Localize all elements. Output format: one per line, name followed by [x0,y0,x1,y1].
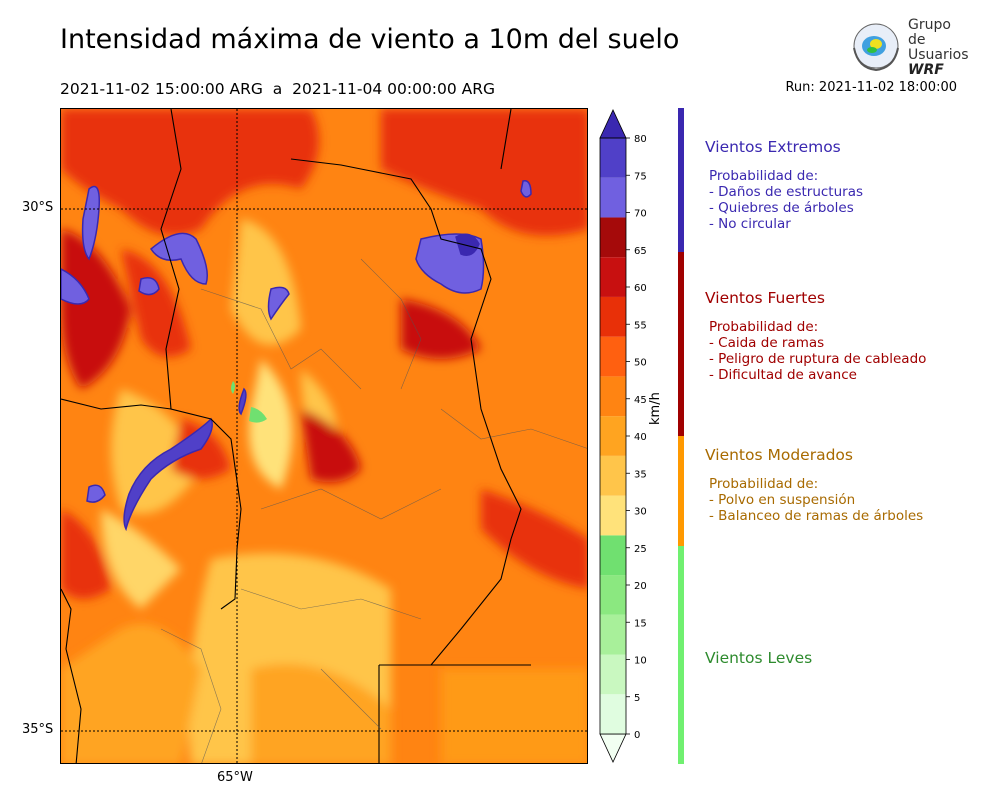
colorbar-tick-label: 50 [634,358,647,369]
colorbar-tick-label: 70 [634,209,647,220]
colorbar-tick-label: 60 [634,283,647,294]
colorbar-min-extension [599,733,627,763]
colorbar-bin [600,376,626,417]
legend-category: Vientos Extremos Probabilidad de: - Daños … [705,138,863,232]
legend-category-description: Probabilidad de: - Caida de ramas - Peligr… [705,319,926,383]
legend-description-line: - Peligro de ruptura de cableado [709,351,927,367]
colorbar-tick-label: 25 [634,544,647,555]
legend-category-description: Probabilidad de: - Polvo en suspensión - B… [705,476,923,524]
colorbar-tick-label: 55 [634,320,647,331]
legend-category-description: Probabilidad de: - Daños de estructuras - … [705,168,863,232]
colorbar-tick-label: 75 [634,171,647,182]
colorbar-bin [600,138,626,178]
lat-label-35s: 35°S [22,722,54,737]
colorbar-bin [600,257,626,297]
colorbar-bin [600,455,626,496]
colorbar-bin [600,694,626,734]
logo-text-line1: Grupo de [908,17,951,48]
colorbar-bin [600,495,626,536]
colorbar-tick-label: 0 [634,730,640,741]
colorbar-tick-label: 10 [634,656,647,667]
legend-description-line: - Balanceo de ramas de árboles [709,508,924,524]
lat-label-30s: 30°S [22,200,54,215]
logo-globe-icon [853,23,899,72]
colorbar-bin [600,614,626,655]
legend-color-bar [678,108,684,252]
legend-category: Vientos Moderados Probabilidad de: - Polvo… [705,446,923,524]
colorbar-tick-label: 80 [634,134,647,145]
colorbar-unit-label: km/h [648,392,663,425]
colorbar-bin [600,416,626,456]
colorbar-tick-label: 45 [634,395,647,406]
lon-label-65w: 65°W [217,770,253,785]
legend-description-line: - Daños de estructuras [709,184,864,200]
legend-description-line: Probabilidad de: [709,476,819,492]
colorbar-max-extension [599,109,627,139]
wind-field-raster [61,109,587,763]
legend-category-title: Vientos Leves [705,649,813,667]
legend-description-line: - Dificultad de avance [709,367,857,383]
legend-description-line: - No circular [709,216,791,232]
legend-category: Vientos Fuertes Probabilidad de: - Caida d… [705,289,926,383]
colorbar-graphic: 0 5 10 15 20 25 30 35 40 45 50 55 60 65 70 75 80 [599,109,647,763]
colorbar-bin [600,535,626,576]
logo-text-wrf: WRF [908,62,944,78]
legend-description-line: Probabilidad de: [709,168,819,184]
colorbar-bin [600,296,626,337]
colorbar-tick-label: 65 [634,246,647,257]
colorbar-tick-label: 30 [634,507,647,518]
colorbar-tick-label: 35 [634,469,647,480]
colorbar-bin [600,654,626,695]
legend-category: Vientos Leves [705,649,812,667]
wind-speed-colorbar: 0 5 10 15 20 25 30 35 40 45 50 55 60 65 70 75 80 [598,108,658,772]
colorbar-tick-label: 40 [634,432,647,443]
legend-description-line: - Caida de ramas [709,335,825,351]
run-timestamp: Run: 2021-11-02 18:00:00 [785,80,957,95]
wind-speed-map [60,108,588,764]
legend-description-line: Probabilidad de: [709,319,819,335]
colorbar-bin [600,575,626,615]
wrf-group-logo: Grupo de Usuarios WRF [848,17,969,78]
forecast-period: 2021-11-02 15:00:00 ARG a 2021-11-04 00:… [60,80,496,98]
map-title: Intensidad máxima de viento a 10m del su… [60,24,680,55]
colorbar-tick-label: 20 [634,581,647,592]
legend-category-title: Vientos Fuertes [705,289,825,307]
colorbar-tick-label: 15 [634,618,647,629]
legend-color-bar [678,546,684,764]
legend-category-title: Vientos Moderados [705,446,853,464]
legend-color-bar [678,436,684,546]
colorbar-bin [600,177,626,218]
legend-category-title: Vientos Extremos [705,138,841,156]
legend-description-line: - Polvo en suspensión [709,492,856,508]
legend-description-line: - Quiebres de árboles [709,200,854,216]
colorbar-bin [600,217,626,258]
colorbar-bin [600,336,626,377]
legend-color-bar [678,252,684,436]
logo-text-line2: Usuarios [908,47,969,63]
colorbar-tick-label: 5 [634,693,640,704]
